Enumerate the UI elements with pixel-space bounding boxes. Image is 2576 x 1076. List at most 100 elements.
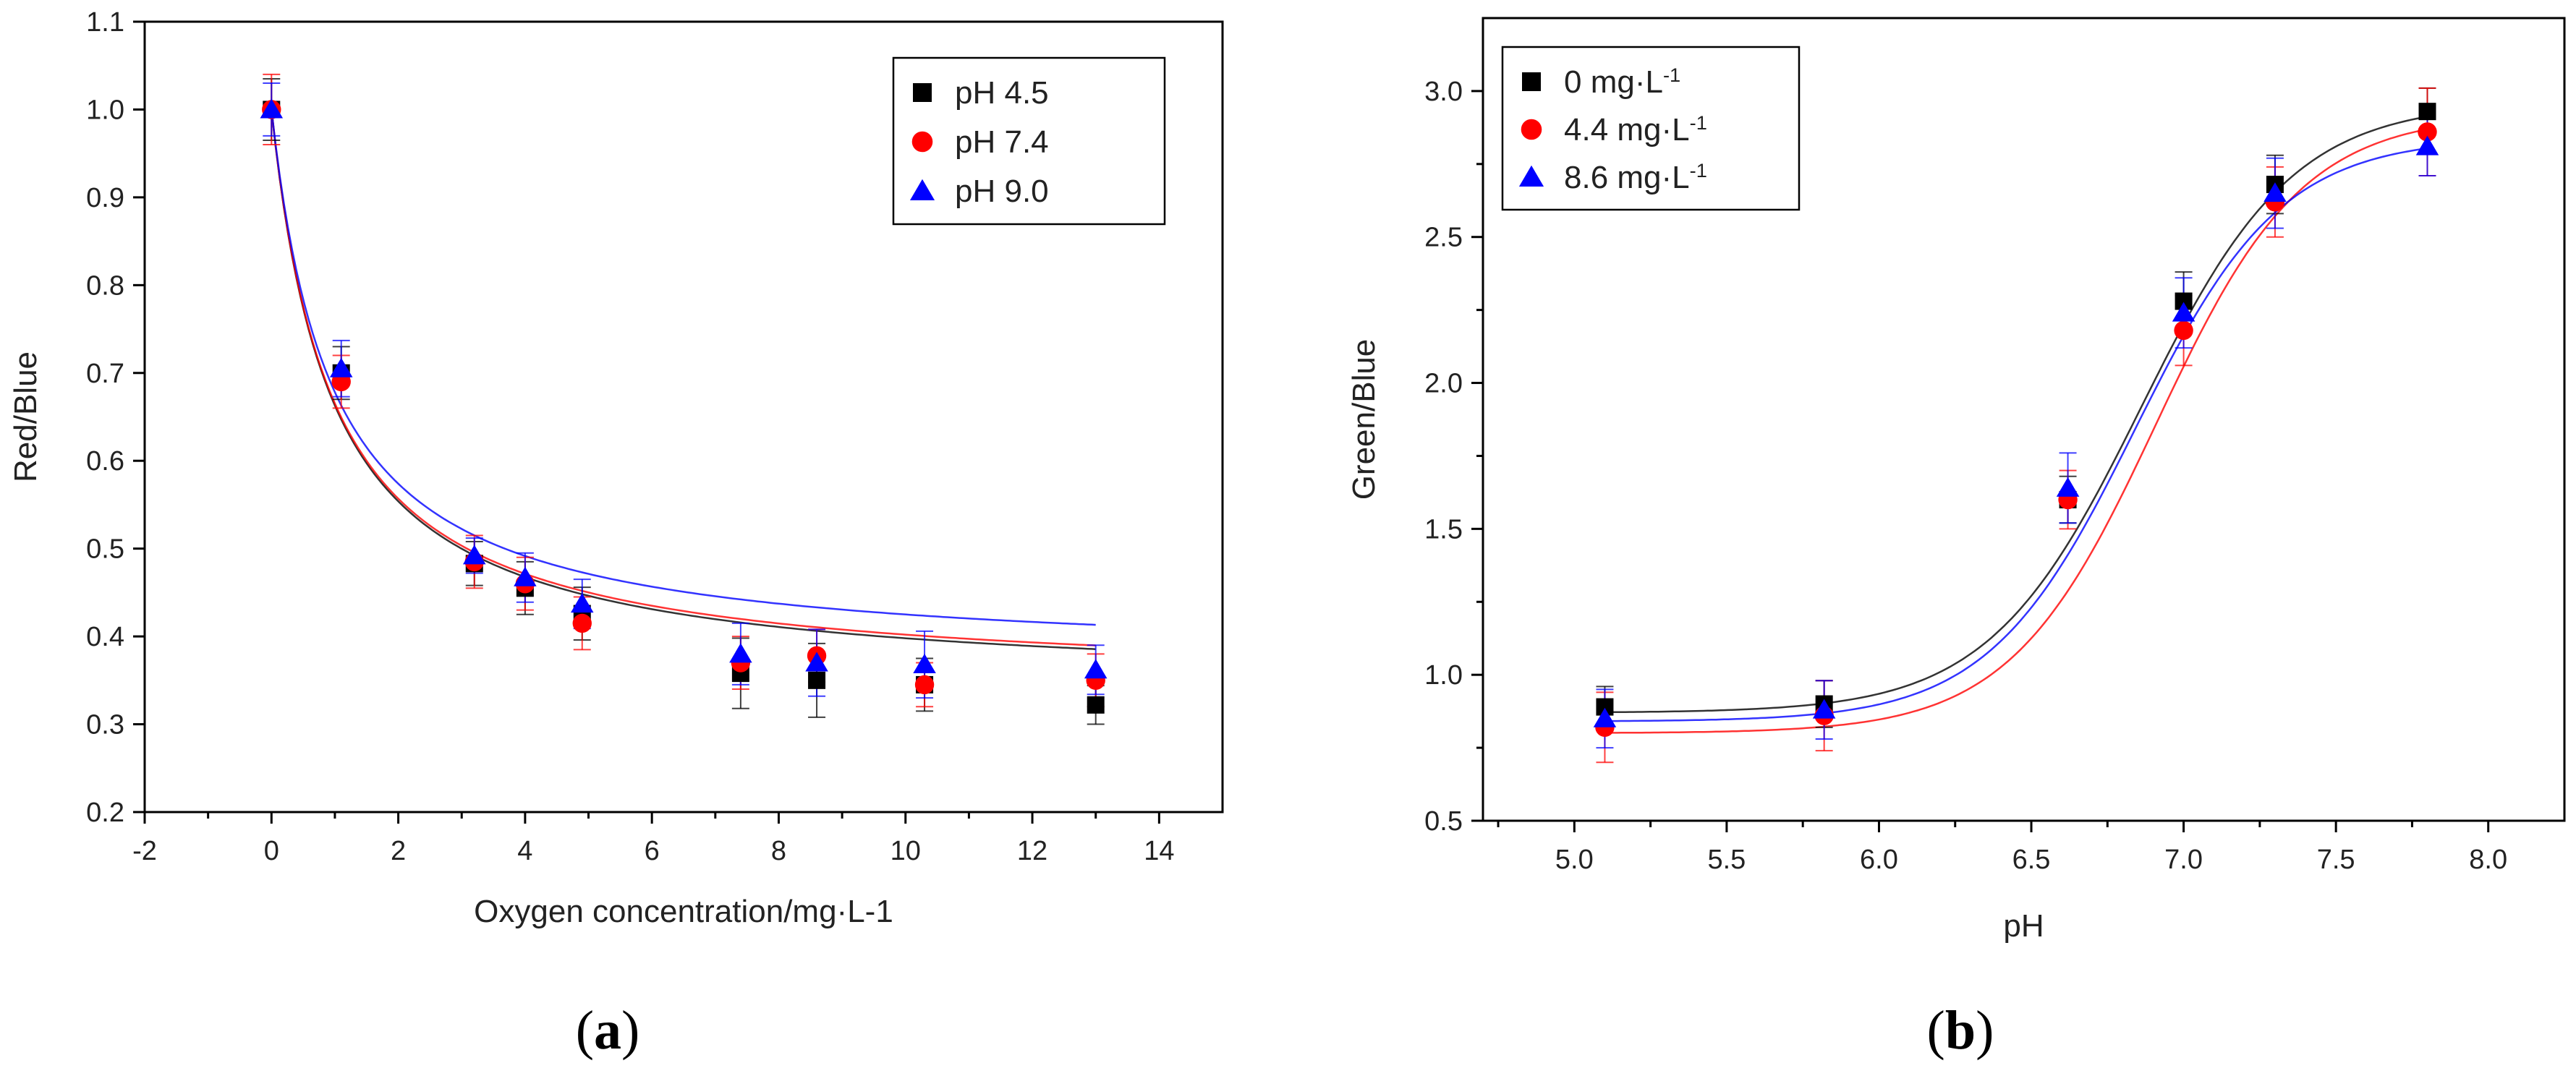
chart-a-x-tick-label: 12: [1017, 836, 1047, 866]
chart-b-x-axis-label: pH: [2003, 908, 2044, 944]
chart-b-data-point: [2263, 182, 2287, 202]
chart-a-y-tick-label: 0.9: [86, 183, 124, 213]
chart-b-fit-curves: [1604, 115, 2428, 734]
chart-b-x-tick-label: 7.5: [2317, 845, 2355, 875]
chart-a-data-point: [329, 357, 353, 377]
chart-a-x-tick-label: 14: [1144, 836, 1174, 866]
chart-b-data-point: [1593, 707, 1617, 727]
chart-b-data-point: [1812, 699, 1836, 719]
chart-a-x-axis-label: Oxygen concentration/mg·L-1: [474, 894, 893, 929]
chart-b-y-tick-label: 0.5: [1424, 806, 1463, 837]
chart-a-fit-curve: [271, 109, 1096, 650]
chart-a-x-tick-label: 6: [645, 836, 660, 866]
chart-b-legend-label: 8.6 mg·L-1: [1564, 159, 1707, 196]
chart-a-fit-curve: [271, 109, 1096, 626]
chart-b-y-tick-label: 2.0: [1424, 369, 1463, 399]
chart-a-y-tick-label: 0.7: [86, 359, 124, 389]
chart-a-y-tick-label: 0.8: [86, 270, 124, 301]
chart-b-x-tick-label: 7.0: [2164, 845, 2203, 875]
panel-a-letter: a: [594, 1000, 621, 1061]
chart-a-data-point: [914, 675, 935, 695]
chart-a-x-tick-label: -2: [132, 836, 157, 866]
chart-a-x-tick-label: 10: [890, 836, 921, 866]
chart-b-data-point: [2056, 477, 2080, 497]
chart-b-fit-curve: [1604, 115, 2428, 714]
chart-b-legend-superscript: -1: [1690, 159, 1707, 182]
chart-b-x-axis: 5.0 5.5 6.0 6.5 7.0 7.5 8.0: [1497, 821, 2507, 875]
chart-a-y-tick-label: 1.0: [86, 95, 124, 125]
chart-a-y-tick-label: 0.5: [86, 534, 124, 565]
chart-a-data-point: [514, 566, 537, 586]
chart-a-fit-curve: [271, 109, 1096, 646]
chart-a-data-point: [571, 593, 594, 613]
chart-a-y-tick-label: 0.6: [86, 446, 124, 477]
chart-b-legend-superscript: -1: [1663, 64, 1680, 86]
panel-b-letter: b: [1945, 1000, 1976, 1061]
chart-b-x-tick-label: 5.5: [1707, 845, 1746, 875]
chart-b-x-tick-label: 5.0: [1555, 845, 1594, 875]
chart-b-legend-label: 4.4 mg·L-1: [1564, 111, 1707, 148]
chart-a-x-tick-label: 2: [391, 836, 406, 866]
chart-a-data-points: [260, 98, 1108, 714]
chart-a-legend-box: [892, 56, 1166, 226]
chart-a-x-axis: -2 0 2 4 6 8 10 12 14: [132, 812, 1174, 866]
chart-b-legend-marker: [1518, 165, 1544, 187]
chart-a-data-point: [913, 653, 936, 673]
chart-b-legend-box: [1501, 46, 1801, 211]
chart-b-x-tick-label: 8.0: [2469, 845, 2507, 875]
chart-b-y-axis: 0.5 1.0 1.5 2.0 2.5 3.0: [1424, 77, 1483, 837]
chart-a-y-tick-label: 0.4: [86, 622, 124, 652]
chart-a-legend-label: pH 4.5: [955, 75, 1049, 111]
chart-a-data-point: [729, 643, 752, 663]
chart-a-x-tick-label: 8: [771, 836, 786, 866]
chart-b-data-point: [2174, 320, 2193, 341]
chart-a-data-point: [463, 545, 486, 565]
chart-a-x-tick-label: 4: [517, 836, 532, 866]
chart-a-legend-label: pH 9.0: [955, 174, 1049, 209]
chart-b-y-tick-label: 1.5: [1424, 514, 1463, 545]
chart-a-data-point: [572, 613, 592, 633]
chart-a-data-point: [260, 98, 284, 119]
chart-a-y-tick-label: 1.1: [86, 7, 124, 38]
chart-a-y-tick-label: 0.2: [86, 798, 124, 828]
chart-b-data-point: [2415, 135, 2439, 155]
chart-a-y-axis-label: Red/Blue: [8, 351, 43, 482]
chart-a-legend-marker: [913, 83, 932, 102]
panel-b-label: (b): [1927, 1000, 1994, 1061]
chart-a-plot-frame: [143, 20, 1224, 814]
chart-b-legend-marker: [1521, 119, 1542, 140]
chart-b-data-point: [2418, 122, 2437, 142]
chart-a-legend: pH 4.5 pH 7.4 pH 9.0: [892, 56, 1166, 226]
chart-a-legend-marker: [909, 179, 935, 200]
panel-a-label: (a): [576, 1000, 640, 1061]
chart-b-fit-curve: [1604, 147, 2428, 722]
chart-b-x-tick-label: 6.0: [1860, 845, 1898, 875]
chart-b-y-tick-label: 1.0: [1424, 660, 1463, 691]
chart-b-y-tick-label: 3.0: [1424, 77, 1463, 107]
chart-b-y-tick-label: 2.5: [1424, 223, 1463, 253]
chart-b-data-point: [2418, 103, 2436, 121]
chart-a-x-tick-label: 0: [264, 836, 279, 866]
chart-b-plot-frame: [1482, 17, 2566, 822]
chart-b-data-point: [2172, 302, 2195, 322]
chart-a-legend-marker: [911, 131, 933, 153]
chart-b-x-tick-label: 6.5: [2012, 845, 2051, 875]
chart-a-data-point: [1084, 659, 1108, 679]
chart-a-data-point: [805, 652, 828, 672]
chart-a-data-point: [1087, 696, 1105, 714]
chart-a-fit-curves: [271, 109, 1096, 650]
chart-b-y-axis-label: Green/Blue: [1346, 339, 1382, 500]
chart-a-legend-label: pH 7.4: [955, 124, 1049, 160]
chart-b-legend-superscript: -1: [1690, 111, 1707, 134]
chart-b-data-points: [1593, 103, 2439, 738]
chart-b: 5.0 5.5 6.0 6.5 7.0 7.5 8.0 0.5 1.0 1.5 2.0 2.5 3.0…: [1346, 17, 2566, 1061]
chart-a-y-axis: 0.2 0.3 0.4 0.5 0.6 0.7 0.8 0.9 1.0 1.1: [86, 7, 145, 828]
chart-b-legend: 0 mg·L-1 4.4 mg·L-1 8.6 mg·L-1: [1501, 46, 1801, 211]
chart-a: -2 0 2 4 6 8 10 12 14 0.2 0.3 0.4 0.5 0.6 0.7 0.8 0.9 1.…: [8, 7, 1224, 1061]
chart-b-legend-marker: [1522, 72, 1541, 91]
chart-a-data-point: [808, 671, 826, 689]
chart-a-y-tick-label: 0.3: [86, 710, 124, 740]
chart-b-legend-label: 0 mg·L-1: [1564, 64, 1680, 101]
